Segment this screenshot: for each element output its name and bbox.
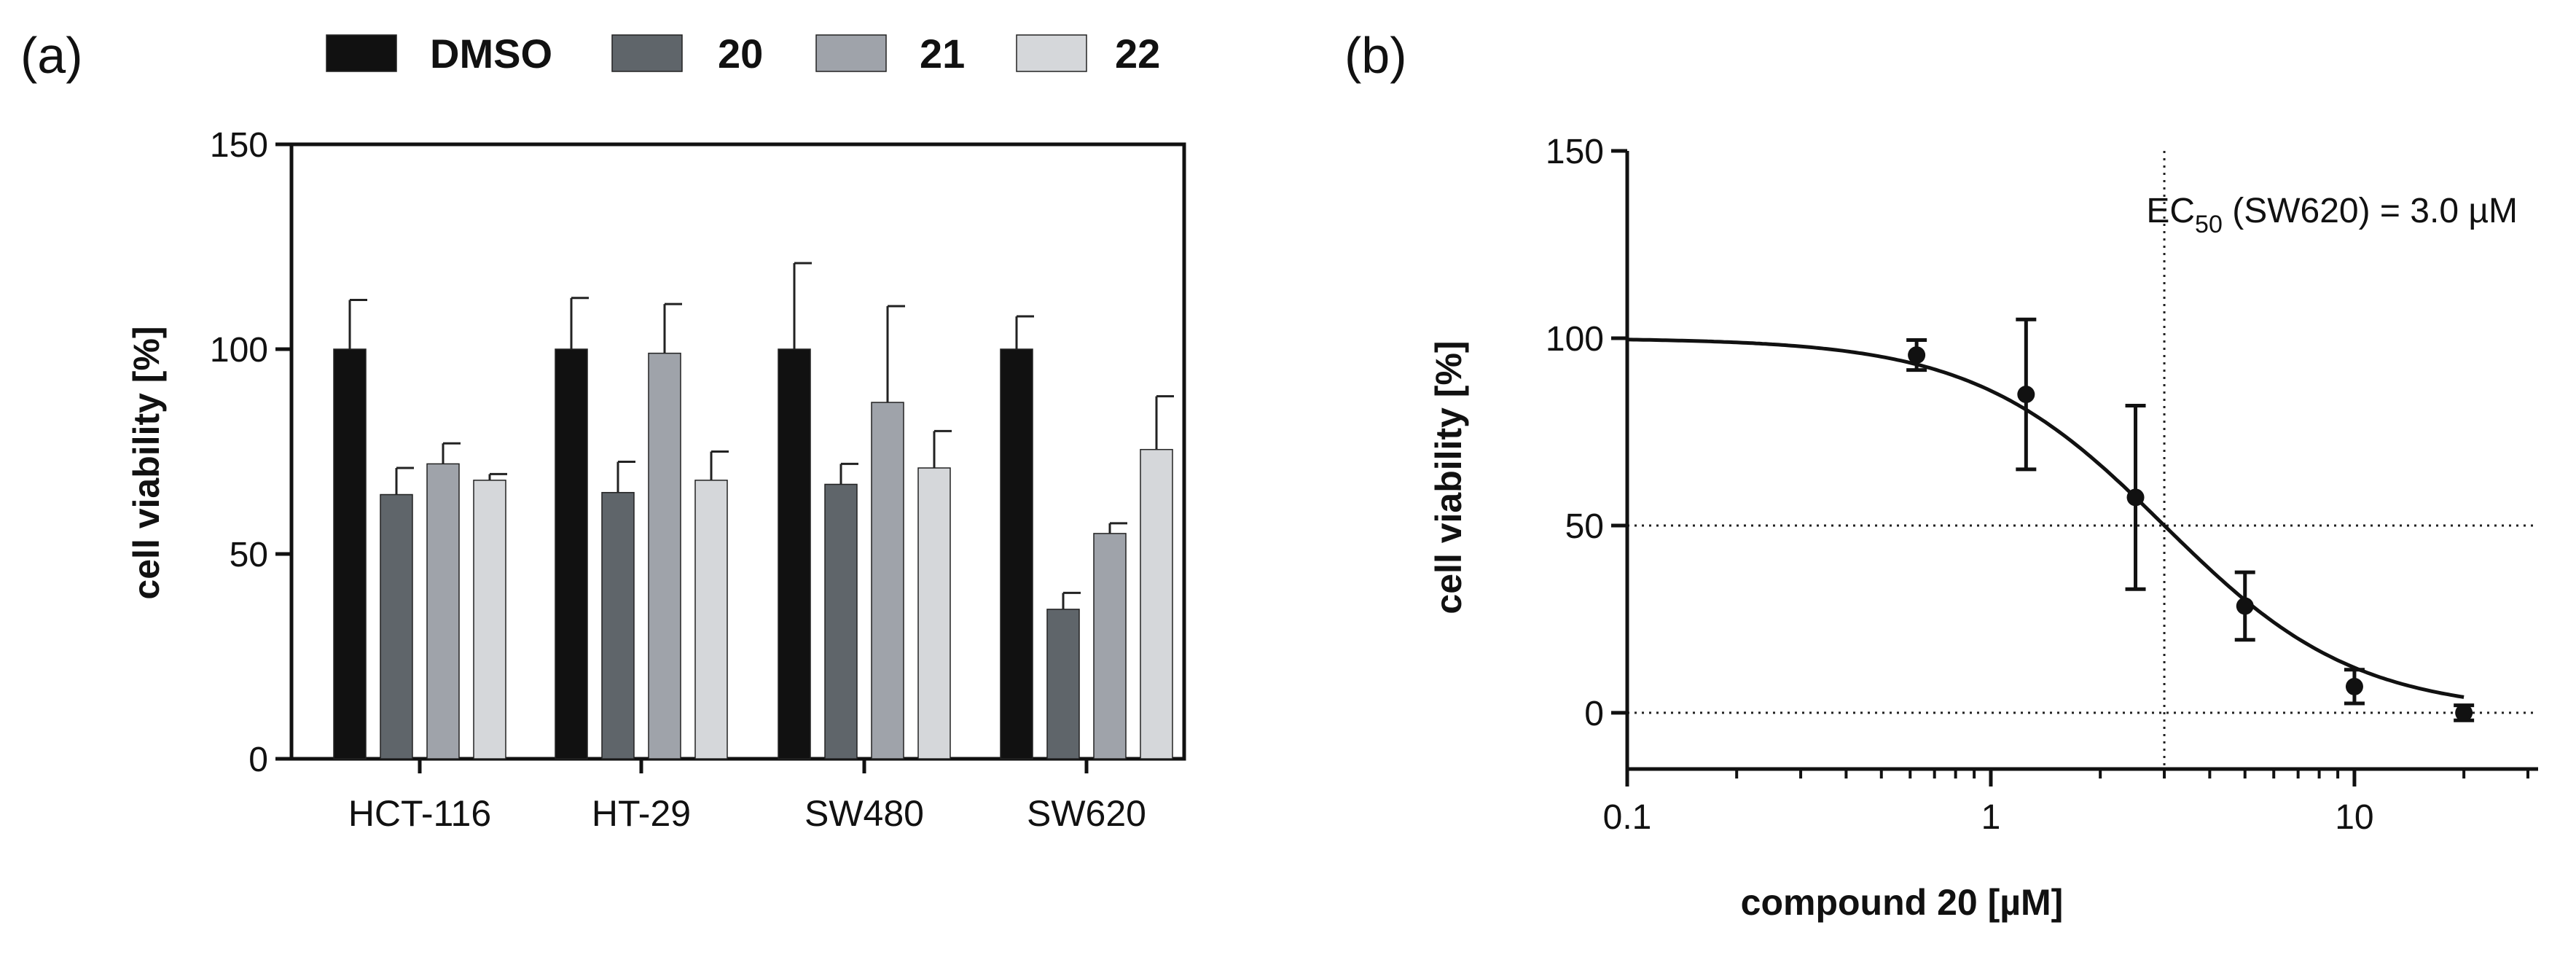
bar [871,402,904,760]
legend-label: DMSO [430,31,552,77]
bar [1000,348,1033,760]
ec50-suffix: (SW620) = 3.0 µM [2223,192,2518,230]
x-tick-label: 10 [2335,798,2373,837]
bar [648,352,681,760]
legend-swatch [1016,34,1087,72]
bar [333,348,367,760]
bar [1093,533,1127,760]
x-tick-label: 0.1 [1603,798,1652,837]
data-point [2345,677,2363,695]
bar [473,480,506,760]
legend-swatch [815,34,887,72]
fit-curve [1626,337,2465,699]
x-tick-label: HCT-116 [348,793,491,834]
plot-frame [289,142,1186,761]
bar [555,348,588,760]
y-tick-label: 100 [210,331,268,370]
x-tick-label: SW480 [804,793,924,834]
dose-response-plot: 0 50 100 150 0.1 1 10 [1546,133,2538,837]
legend-swatch [611,34,683,72]
bar [917,467,951,760]
legend-label: 21 [920,31,965,77]
panel-b: (b) cell viability [%] compound 20 [µM] … [1344,27,2538,923]
x-axis-label: compound 20 [µM] [1741,882,2064,923]
bar [824,483,858,760]
y-tick-label: 0 [248,741,268,779]
legend-swatch [326,34,397,72]
bar [1046,609,1080,760]
y-axis-label: cell viability [%] [1428,340,1469,614]
y-tick-label: 50 [230,536,268,574]
ec50-prefix: EC [2146,192,2195,230]
panel-b-label: (b) [1344,27,1407,84]
data-point [1908,346,1926,364]
ec50-annotation: EC50 (SW620) = 3.0 µM [2146,192,2518,238]
bar [601,491,635,760]
y-tick-label: 150 [1546,133,1604,171]
bar [778,348,811,760]
y-tick-label: 50 [1565,507,1604,546]
panel-a: (a) DMSO 20 21 22 cell viability [%] 0 50 100… [20,27,1186,834]
legend-label: 22 [1115,31,1160,77]
y-axis-label: cell viability [%] [126,326,167,599]
y-tick-label: 150 [210,126,268,165]
bar-plot: 0 50 100 150 HCT-116 HT-29 SW480 SW620 [210,126,1186,834]
bar [426,463,460,760]
ec50-subscript: 50 [2195,211,2223,238]
y-tick-label: 100 [1546,320,1604,359]
legend: DMSO 20 21 22 [326,31,1160,77]
bar [380,493,413,760]
data-point [2126,488,2145,507]
x-tick-label: SW620 [1027,793,1146,834]
x-tick-label: 1 [1981,798,2001,837]
bar [694,480,728,760]
panel-a-label: (a) [20,27,83,84]
x-tick-label: HT-29 [592,793,691,834]
legend-label: 20 [718,31,763,77]
y-tick-label: 0 [1584,695,1604,733]
bar [1140,448,1173,760]
data-point [2455,703,2473,722]
data-point [2236,597,2254,615]
data-point [2017,386,2035,404]
